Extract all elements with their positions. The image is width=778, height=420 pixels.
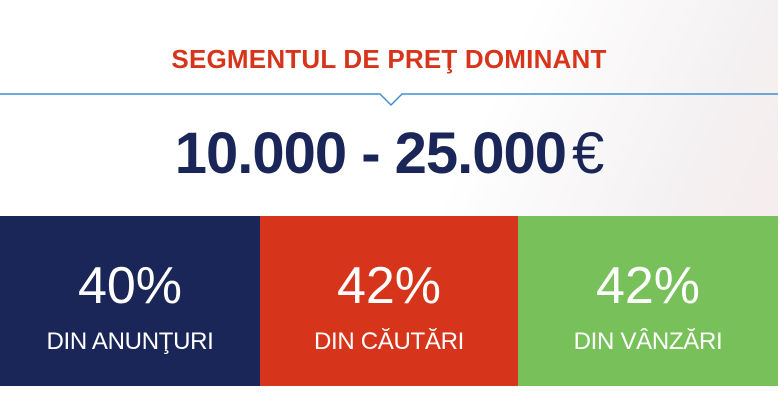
bottom-margin: [0, 386, 778, 420]
price-range-value: 10.000 - 25.000: [174, 121, 567, 186]
stat-card-searches: 42% DIN CĂUTĂRI: [260, 216, 518, 386]
euro-icon: €: [572, 121, 604, 186]
stats-row: 40% DIN ANUNŢURI 42% DIN CĂUTĂRI 42% DIN…: [0, 216, 778, 386]
page-title: SEGMENTUL DE PREŢ DOMINANT: [171, 44, 607, 74]
stat-label: DIN ANUNŢURI: [46, 328, 214, 355]
divider-with-pointer: [0, 93, 778, 107]
stat-card-sales: 42% DIN VÂNZĂRI: [518, 216, 778, 386]
stat-label: DIN VÂNZĂRI: [573, 328, 723, 355]
stat-label: DIN CĂUTĂRI: [313, 328, 465, 355]
stat-card-listings: 40% DIN ANUNŢURI: [0, 216, 260, 386]
stat-percent: 42%: [595, 257, 701, 315]
header-section: SEGMENTUL DE PREŢ DOMINANT 10.000 - 25.0…: [0, 44, 778, 187]
stat-percent: 42%: [336, 257, 442, 315]
price-range: 10.000 - 25.000 €: [0, 120, 778, 187]
stat-percent: 40%: [77, 257, 183, 315]
